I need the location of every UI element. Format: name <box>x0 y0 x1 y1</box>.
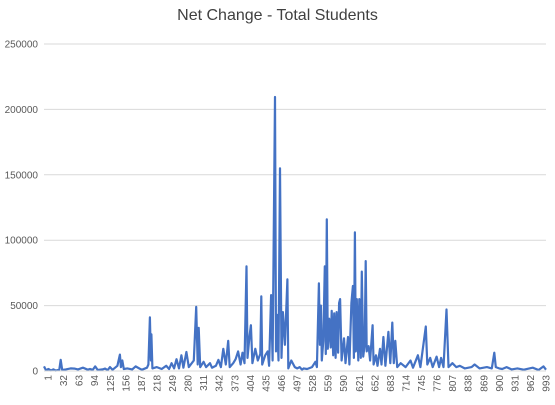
series-layer <box>43 95 547 372</box>
y-tick-label: 100000 <box>5 236 39 247</box>
x-tick-label: 807 <box>448 375 459 392</box>
x-tick-label: 931 <box>510 375 521 392</box>
x-tick-label: 745 <box>417 375 428 392</box>
x-tick-label: 125 <box>106 375 117 392</box>
x-tick-label: 466 <box>277 375 288 392</box>
y-tick-label: 0 <box>32 367 38 378</box>
x-tick-label: 900 <box>495 375 506 392</box>
x-tick-label: 187 <box>137 375 148 392</box>
chart-title: Net Change - Total Students <box>177 7 378 24</box>
x-tick-label: 776 <box>433 375 444 392</box>
x-tick-label: 621 <box>355 375 366 392</box>
x-tick-label: 714 <box>401 375 412 392</box>
x-tick-label: 32 <box>59 375 70 387</box>
x-tick-label: 1 <box>44 375 55 381</box>
x-tick-label: 497 <box>293 375 304 392</box>
x-tick-label: 590 <box>339 375 350 392</box>
series-line <box>43 95 547 372</box>
x-axis-ticks: 1 32 63 94 125 156 187 218 249 280 311 342 373 404 435… <box>44 375 553 392</box>
x-tick-label: 404 <box>246 375 257 392</box>
x-tick-label: 218 <box>152 375 163 392</box>
x-tick-label: 63 <box>75 375 86 387</box>
x-tick-label: 342 <box>215 375 226 392</box>
x-tick-label: 311 <box>199 375 210 391</box>
y-tick-label: 50000 <box>10 301 38 312</box>
y-axis-ticks: 0 50000 100000 150000 200000 250000 <box>5 40 39 378</box>
x-tick-label: 962 <box>526 375 537 392</box>
x-tick-label: 838 <box>464 375 475 392</box>
y-tick-label: 250000 <box>5 40 39 51</box>
x-tick-label: 249 <box>168 375 179 392</box>
x-tick-label: 652 <box>370 375 381 392</box>
x-tick-label: 559 <box>324 375 335 392</box>
x-tick-label: 683 <box>386 375 397 392</box>
x-tick-label: 94 <box>90 375 101 387</box>
x-tick-label: 869 <box>479 375 490 392</box>
x-tick-label: 156 <box>121 375 132 392</box>
x-tick-label: 280 <box>184 375 195 392</box>
grid-layer <box>44 43 546 307</box>
x-tick-label: 435 <box>261 375 272 392</box>
y-tick-label: 150000 <box>5 170 39 181</box>
x-tick-label: 993 <box>542 375 553 392</box>
y-tick-label: 200000 <box>5 105 39 116</box>
x-tick-label: 528 <box>308 375 319 392</box>
x-tick-label: 373 <box>230 375 241 392</box>
